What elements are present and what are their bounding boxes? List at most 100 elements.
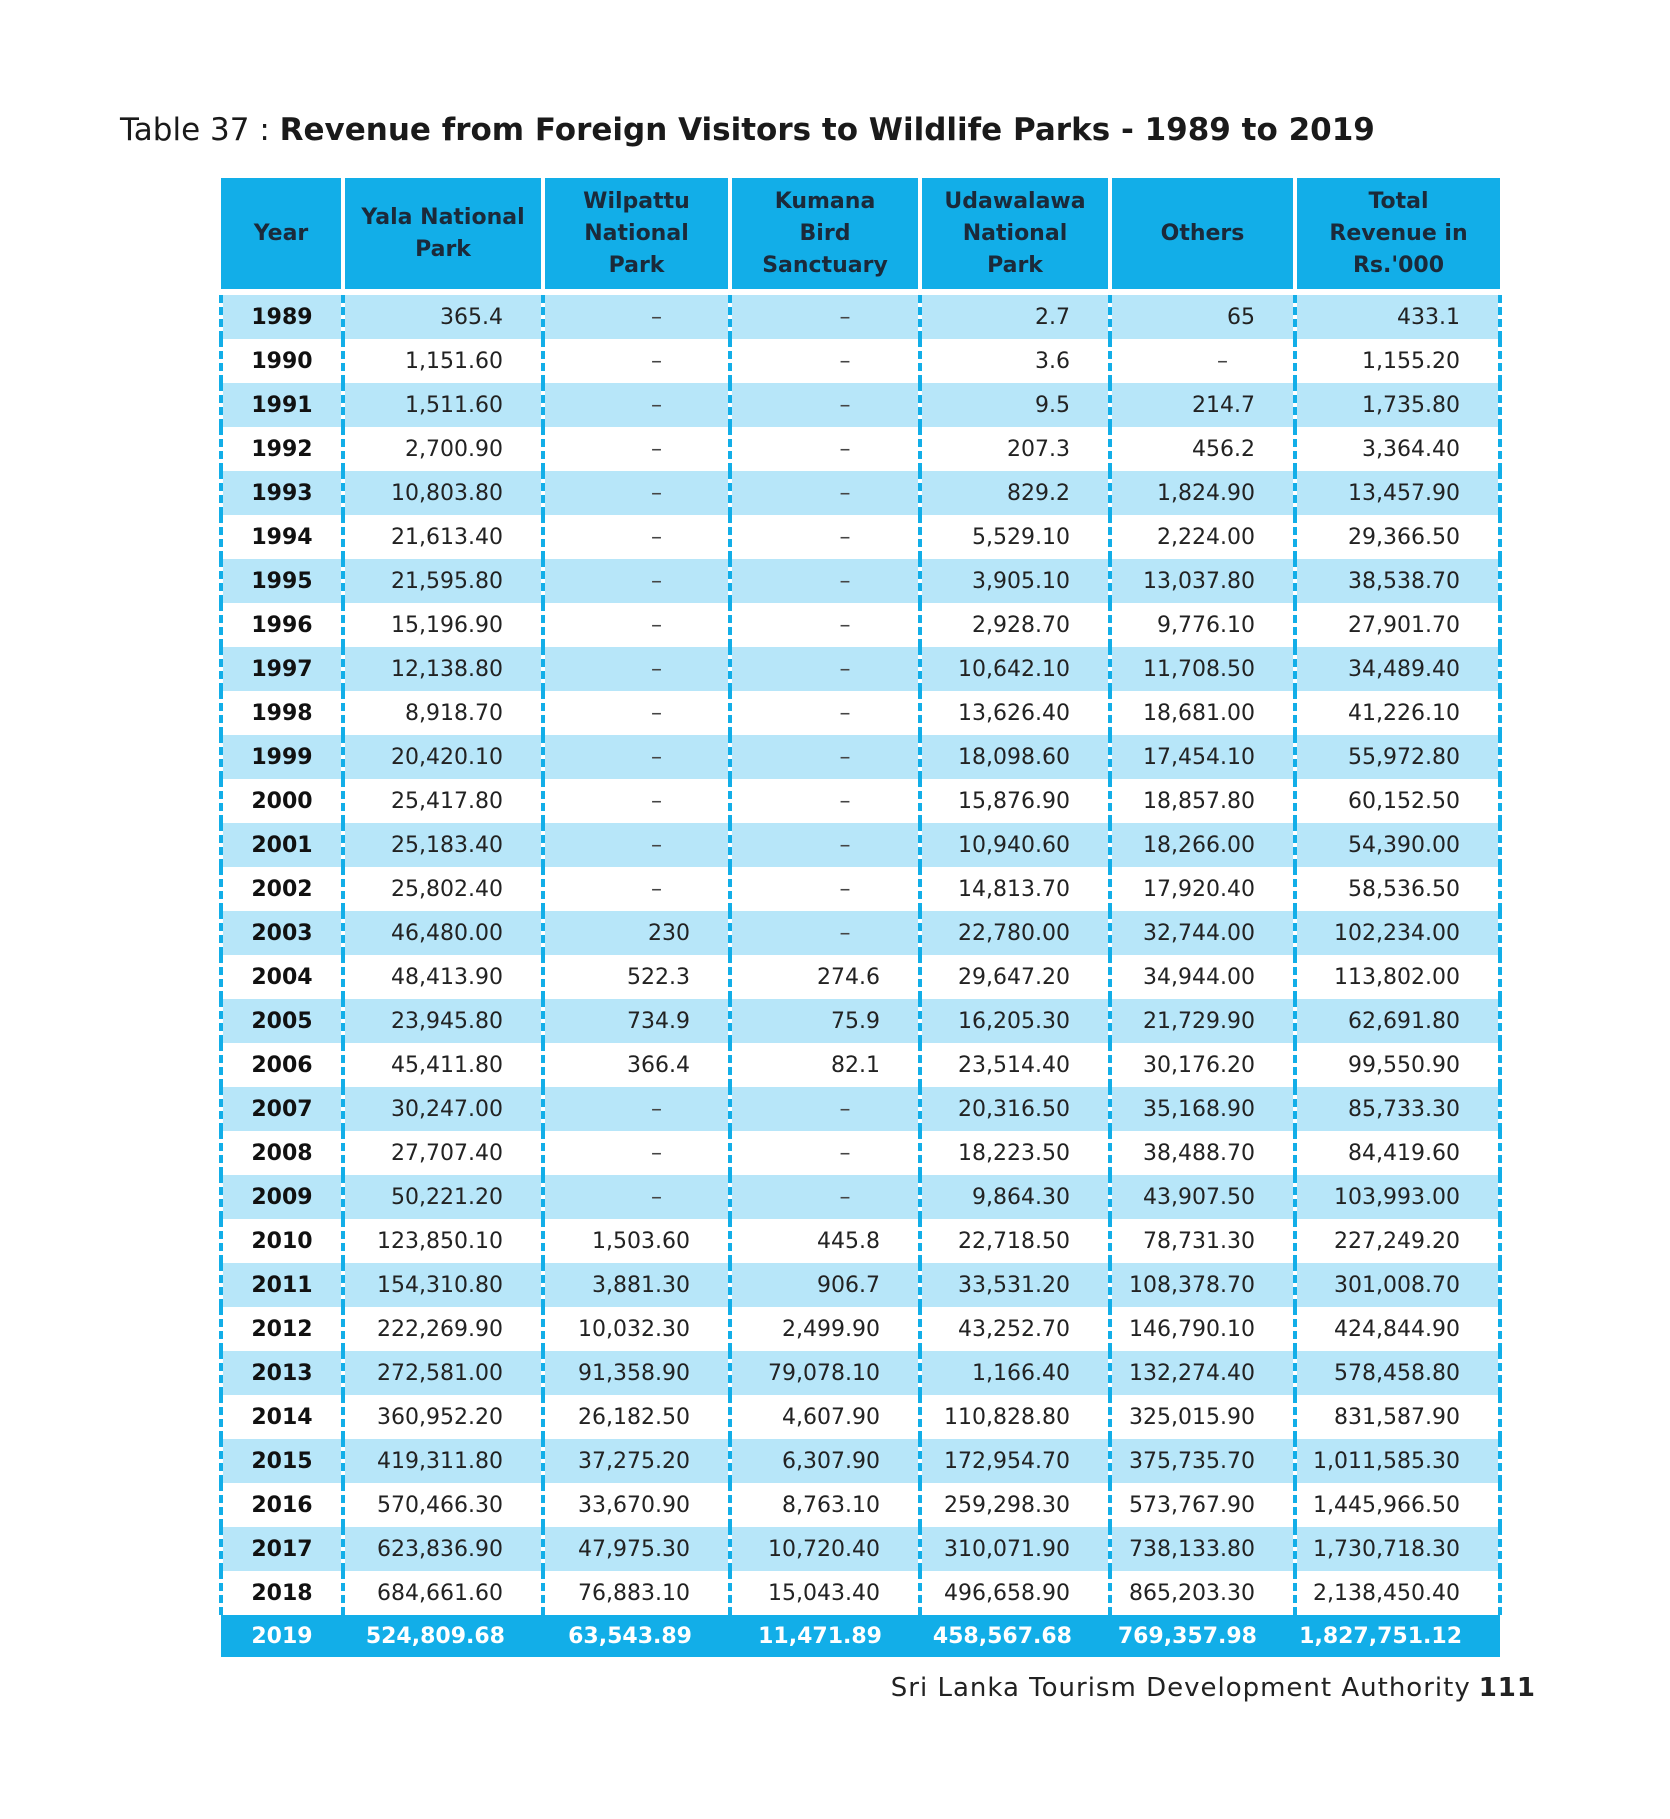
cell-udawalawa: 3.6 xyxy=(920,339,1112,383)
cell-kumana: – xyxy=(730,867,922,911)
cell-total: 85,733.30 xyxy=(1295,1087,1502,1131)
cell-yala: 21,595.80 xyxy=(343,559,545,603)
cell-year: 1994 xyxy=(219,515,345,559)
table-row: 2005 23,945.80 734.9 75.9 16,205.30 21,729.90… xyxy=(219,999,1502,1043)
cell-yala: 25,802.40 xyxy=(343,867,545,911)
cell-others: 17,920.40 xyxy=(1110,867,1297,911)
cell-yala: 360,952.20 xyxy=(343,1395,545,1439)
cell-others: 325,015.90 xyxy=(1110,1395,1297,1439)
cell-wilpattu: 26,182.50 xyxy=(543,1395,732,1439)
cell-wilpattu: 3,881.30 xyxy=(543,1263,732,1307)
cell-year: 2019 xyxy=(221,1615,343,1657)
cell-others: 35,168.90 xyxy=(1110,1087,1297,1131)
cell-udawalawa: 458,567.68 xyxy=(920,1615,1110,1657)
cell-year: 1992 xyxy=(219,427,345,471)
cell-others: 18,681.00 xyxy=(1110,691,1297,735)
cell-wilpattu: – xyxy=(543,823,732,867)
cell-udawalawa: 310,071.90 xyxy=(920,1527,1112,1571)
cell-yala: 21,613.40 xyxy=(343,515,545,559)
cell-wilpattu: – xyxy=(543,1175,732,1219)
cell-udawalawa: 2,928.70 xyxy=(920,603,1112,647)
cell-total: 29,366.50 xyxy=(1295,515,1502,559)
cell-kumana: 82.1 xyxy=(730,1043,922,1087)
table-row: 1991 1,511.60– –9.5 214.7 1,735.80 xyxy=(219,383,1502,427)
cell-others: 21,729.90 xyxy=(1110,999,1297,1043)
cell-others: 9,776.10 xyxy=(1110,603,1297,647)
cell-total: 54,390.00 xyxy=(1295,823,1502,867)
cell-year: 2010 xyxy=(219,1219,345,1263)
cell-udawalawa: 18,098.60 xyxy=(920,735,1112,779)
cell-wilpattu: 10,032.30 xyxy=(543,1307,732,1351)
cell-year: 1997 xyxy=(219,647,345,691)
table-header-row: Year Yala National Park Wilpattu Nationa… xyxy=(221,178,1500,295)
cell-others: 456.2 xyxy=(1110,427,1297,471)
cell-udawalawa: 13,626.40 xyxy=(920,691,1112,735)
cell-kumana: – xyxy=(730,559,922,603)
cell-kumana: 445.8 xyxy=(730,1219,922,1263)
cell-others: 11,708.50 xyxy=(1110,647,1297,691)
cell-year: 2009 xyxy=(219,1175,345,1219)
cell-yala: 524,809.68 xyxy=(343,1615,543,1657)
cell-others: 132,274.40 xyxy=(1110,1351,1297,1395)
cell-wilpattu: 522.3 xyxy=(543,955,732,999)
table-row: 1995 21,595.80– –3,905.10 13,037.80 38,538.7… xyxy=(219,559,1502,603)
cell-udawalawa: 5,529.10 xyxy=(920,515,1112,559)
table-row: 1994 21,613.40– –5,529.10 2,224.00 29,366.50 xyxy=(219,515,1502,559)
cell-total: 578,458.80 xyxy=(1295,1351,1502,1395)
cell-year: 2001 xyxy=(219,823,345,867)
cell-total: 831,587.90 xyxy=(1295,1395,1502,1439)
cell-year: 2018 xyxy=(219,1571,345,1615)
cell-year: 1990 xyxy=(219,339,345,383)
cell-kumana: – xyxy=(730,1131,922,1175)
table-row: 1989 365.4– –2.7 65 433.1 xyxy=(219,292,1502,339)
cell-yala: 570,466.30 xyxy=(343,1483,545,1527)
cell-kumana: 6,307.90 xyxy=(730,1439,922,1483)
cell-kumana: 10,720.40 xyxy=(730,1527,922,1571)
table-row: 2003 46,480.00 230–22,780.00 32,744.00 102,2… xyxy=(219,911,1502,955)
cell-wilpattu: – xyxy=(543,647,732,691)
cell-year: 2008 xyxy=(219,1131,345,1175)
cell-others: 573,767.90 xyxy=(1110,1483,1297,1527)
table-row-2019: 2019 524,809.68 63,543.89 11,471.89 458,… xyxy=(221,1615,1500,1657)
cell-others: 2,224.00 xyxy=(1110,515,1297,559)
cell-year: 1993 xyxy=(219,471,345,515)
cell-total: 1,445,966.50 xyxy=(1295,1483,1502,1527)
cell-kumana: – xyxy=(730,339,922,383)
table-row: 1996 15,196.90– –2,928.70 9,776.10 27,901.70 xyxy=(219,603,1502,647)
cell-udawalawa: 33,531.20 xyxy=(920,1263,1112,1307)
cell-kumana: – xyxy=(730,471,922,515)
cell-wilpattu: 76,883.10 xyxy=(543,1571,732,1615)
cell-yala: 2,700.90 xyxy=(343,427,545,471)
cell-udawalawa: 110,828.80 xyxy=(920,1395,1112,1439)
cell-wilpattu: – xyxy=(543,339,732,383)
cell-yala: 419,311.80 xyxy=(343,1439,545,1483)
table-row: 2016 570,466.30 33,670.90 8,763.10 259,298.3… xyxy=(219,1483,1502,1527)
cell-wilpattu: – xyxy=(543,292,732,339)
cell-total: 62,691.80 xyxy=(1295,999,1502,1043)
cell-yala: 154,310.80 xyxy=(343,1263,545,1307)
cell-yala: 12,138.80 xyxy=(343,647,545,691)
cell-udawalawa: 29,647.20 xyxy=(920,955,1112,999)
cell-others: 32,744.00 xyxy=(1110,911,1297,955)
cell-yala: 365.4 xyxy=(343,292,545,339)
table-row: 1993 10,803.80– –829.2 1,824.90 13,457.90 xyxy=(219,471,1502,515)
cell-total: 1,735.80 xyxy=(1295,383,1502,427)
cell-wilpattu: – xyxy=(543,603,732,647)
cell-total: 34,489.40 xyxy=(1295,647,1502,691)
cell-total: 433.1 xyxy=(1295,292,1502,339)
cell-total: 102,234.00 xyxy=(1295,911,1502,955)
cell-wilpattu: 1,503.60 xyxy=(543,1219,732,1263)
cell-total: 1,827,751.12 xyxy=(1295,1615,1500,1657)
cell-udawalawa: 22,718.50 xyxy=(920,1219,1112,1263)
cell-year: 2015 xyxy=(219,1439,345,1483)
cell-total: 84,419.60 xyxy=(1295,1131,1502,1175)
cell-yala: 25,183.40 xyxy=(343,823,545,867)
cell-udawalawa: 9,864.30 xyxy=(920,1175,1112,1219)
table-row: 2014 360,952.20 26,182.50 4,607.90 110,828.8… xyxy=(219,1395,1502,1439)
table-number: Table 37 : xyxy=(120,112,280,148)
cell-year: 1995 xyxy=(219,559,345,603)
cell-others: 78,731.30 xyxy=(1110,1219,1297,1263)
cell-year: 2002 xyxy=(219,867,345,911)
cell-kumana: – xyxy=(730,383,922,427)
cell-udawalawa: 14,813.70 xyxy=(920,867,1112,911)
